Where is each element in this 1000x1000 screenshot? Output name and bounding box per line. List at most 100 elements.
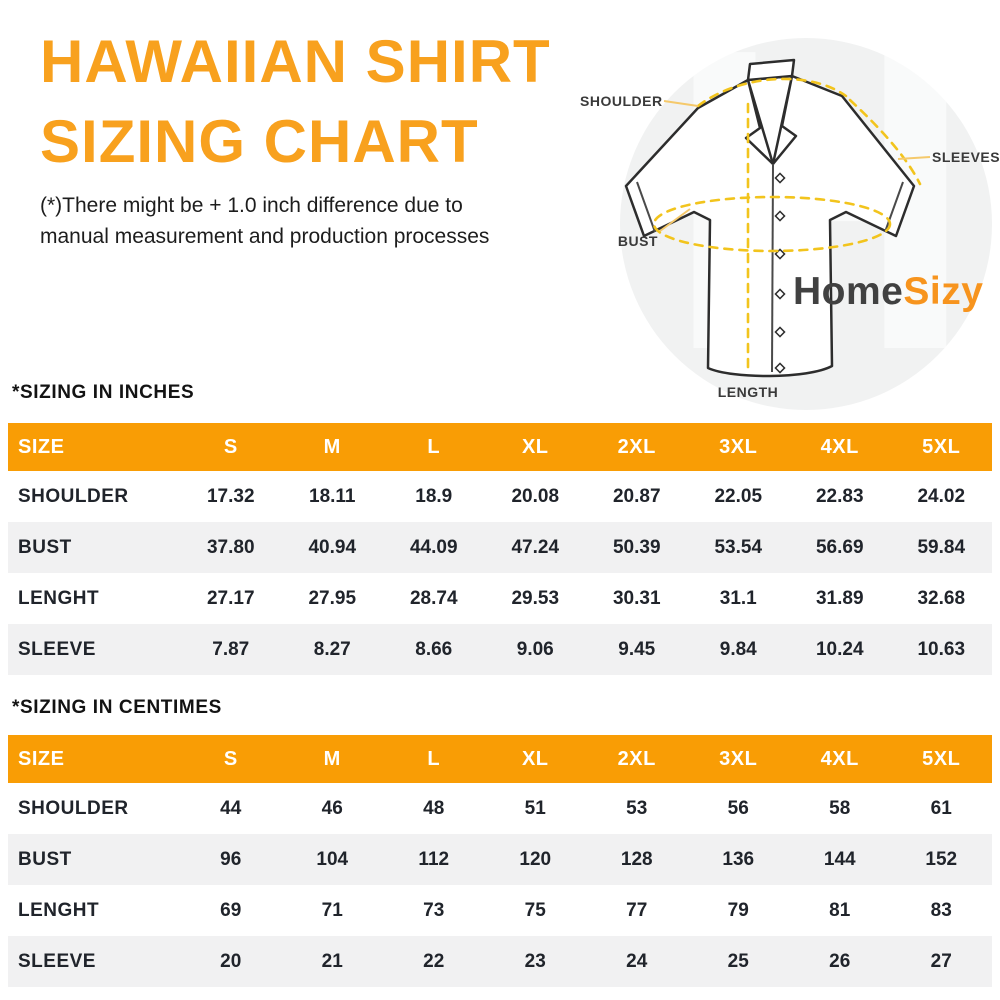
logo-home: Home bbox=[793, 270, 904, 313]
value-cell: 9.45 bbox=[618, 638, 656, 660]
value-cell: 23 bbox=[524, 950, 546, 972]
value-cell: 46 bbox=[321, 797, 343, 819]
value-cell: 37.80 bbox=[206, 536, 255, 558]
table-header-row: SIZE S M L XL 2XL 3XL 4XL 5XL bbox=[8, 735, 992, 783]
column-header-xl: XL bbox=[521, 435, 549, 458]
value-cell: 7.87 bbox=[212, 638, 250, 660]
column-header-2xl: 2XL bbox=[617, 747, 656, 770]
value-cell: 20.08 bbox=[511, 485, 560, 507]
value-cell: 136 bbox=[722, 848, 755, 870]
value-cell: 53 bbox=[626, 797, 648, 819]
column-header-s: S bbox=[223, 435, 238, 458]
value-cell: 10.63 bbox=[917, 638, 966, 660]
row-label: SLEEVE bbox=[18, 638, 96, 660]
column-header-4xl: 4XL bbox=[820, 747, 859, 770]
shirt-illustration bbox=[624, 58, 931, 378]
value-cell: 27.17 bbox=[206, 587, 255, 609]
table-header-row: SIZE S M L XL 2XL 3XL 4XL 5XL bbox=[8, 423, 992, 471]
value-cell: 83 bbox=[930, 899, 952, 921]
column-header-m: M bbox=[323, 435, 341, 458]
value-cell: 59.84 bbox=[917, 536, 966, 558]
table-row-shoulder: SHOULDER 44 46 48 51 53 56 58 61 bbox=[8, 783, 992, 834]
value-cell: 53.54 bbox=[714, 536, 763, 558]
table-row-lenght: LENGHT 69 71 73 75 77 79 81 83 bbox=[8, 885, 992, 936]
value-cell: 18.11 bbox=[309, 485, 356, 507]
value-cell: 56 bbox=[727, 797, 749, 819]
value-cell: 24 bbox=[626, 950, 648, 972]
column-header-5xl: 5XL bbox=[922, 747, 961, 770]
column-header-4xl: 4XL bbox=[820, 435, 859, 458]
value-cell: 10.24 bbox=[815, 638, 864, 660]
value-cell: 8.66 bbox=[415, 638, 453, 660]
column-header-3xl: 3XL bbox=[719, 435, 758, 458]
column-header-m: M bbox=[323, 747, 341, 770]
value-cell: 32.68 bbox=[917, 587, 966, 609]
page-title: HAWAIIAN SHIRT SIZING CHART bbox=[40, 22, 551, 182]
column-header-2xl: 2XL bbox=[617, 435, 656, 458]
value-cell: 31.1 bbox=[719, 587, 757, 609]
value-cell: 24.02 bbox=[917, 485, 966, 507]
column-header-3xl: 3XL bbox=[719, 747, 758, 770]
label-bust: BUST bbox=[617, 233, 658, 249]
value-cell: 48 bbox=[423, 797, 445, 819]
row-label: LENGHT bbox=[18, 587, 100, 609]
value-cell: 22.05 bbox=[714, 485, 763, 507]
column-header-l: L bbox=[427, 435, 441, 458]
table-row-bust: BUST 96 104 112 120 128 136 144 152 bbox=[8, 834, 992, 885]
column-header-5xl: 5XL bbox=[922, 435, 961, 458]
value-cell: 20 bbox=[220, 950, 242, 972]
table-row-lenght: LENGHT 27.17 27.95 28.74 29.53 30.31 31.1 31.89… bbox=[8, 573, 992, 624]
value-cell: 21 bbox=[321, 950, 343, 972]
label-length: LENGTH bbox=[717, 384, 779, 400]
value-cell: 73 bbox=[423, 899, 445, 921]
label-connectors bbox=[659, 100, 931, 232]
title-line-1: HAWAIIAN SHIRT bbox=[40, 28, 551, 95]
value-cell: 9.06 bbox=[516, 638, 554, 660]
measurement-note: (*)There might be + 1.0 inch difference … bbox=[40, 190, 489, 252]
value-cell: 18.9 bbox=[415, 485, 453, 507]
value-cell: 27 bbox=[930, 950, 952, 972]
note-line-2: manual measurement and production proces… bbox=[40, 225, 490, 248]
inches-table: SIZE S M L XL 2XL 3XL 4XL 5XL SHOULDER 17.32 18.11 1… bbox=[8, 423, 992, 675]
column-header-l: L bbox=[427, 747, 441, 770]
value-cell: 69 bbox=[220, 899, 242, 921]
value-cell: 61 bbox=[930, 797, 952, 819]
shirt-diagram: H bbox=[580, 0, 1000, 430]
row-label: SHOULDER bbox=[18, 797, 129, 819]
inches-table-heading: *SIZING IN INCHES bbox=[12, 382, 195, 403]
value-cell: 58 bbox=[829, 797, 851, 819]
table-row-sleeve: SLEEVE 20 21 22 23 24 25 26 27 bbox=[8, 936, 992, 987]
value-cell: 9.84 bbox=[719, 638, 757, 660]
value-cell: 51 bbox=[524, 797, 546, 819]
row-label: SLEEVE bbox=[18, 950, 96, 972]
homesizy-logo: HomeSizy bbox=[793, 270, 983, 314]
value-cell: 128 bbox=[620, 848, 653, 870]
column-header-s: S bbox=[223, 747, 238, 770]
value-cell: 40.94 bbox=[308, 536, 357, 558]
value-cell: 56.69 bbox=[815, 536, 864, 558]
value-cell: 75 bbox=[524, 899, 546, 921]
value-cell: 44.09 bbox=[409, 536, 458, 558]
value-cell: 112 bbox=[418, 848, 450, 870]
value-cell: 22 bbox=[423, 950, 445, 972]
value-cell: 96 bbox=[220, 848, 242, 870]
value-cell: 20.87 bbox=[612, 485, 661, 507]
value-cell: 71 bbox=[321, 899, 343, 921]
value-cell: 50.39 bbox=[612, 536, 661, 558]
label-shoulder: SHOULDER bbox=[580, 93, 663, 109]
value-cell: 17.32 bbox=[206, 485, 255, 507]
title-line-2: SIZING CHART bbox=[40, 108, 479, 175]
value-cell: 29.53 bbox=[511, 587, 560, 609]
value-cell: 26 bbox=[829, 950, 851, 972]
value-cell: 22.83 bbox=[815, 485, 864, 507]
column-header-size: SIZE bbox=[18, 747, 65, 770]
table-row-shoulder: SHOULDER 17.32 18.11 18.9 20.08 20.87 22.05 22.… bbox=[8, 471, 992, 522]
value-cell: 47.24 bbox=[511, 536, 560, 558]
row-label: SHOULDER bbox=[18, 485, 129, 507]
value-cell: 152 bbox=[925, 848, 958, 870]
value-cell: 77 bbox=[626, 899, 648, 921]
logo-sizy: Sizy bbox=[903, 270, 984, 313]
measurement-dashes bbox=[652, 77, 922, 376]
value-cell: 31.89 bbox=[815, 587, 864, 609]
